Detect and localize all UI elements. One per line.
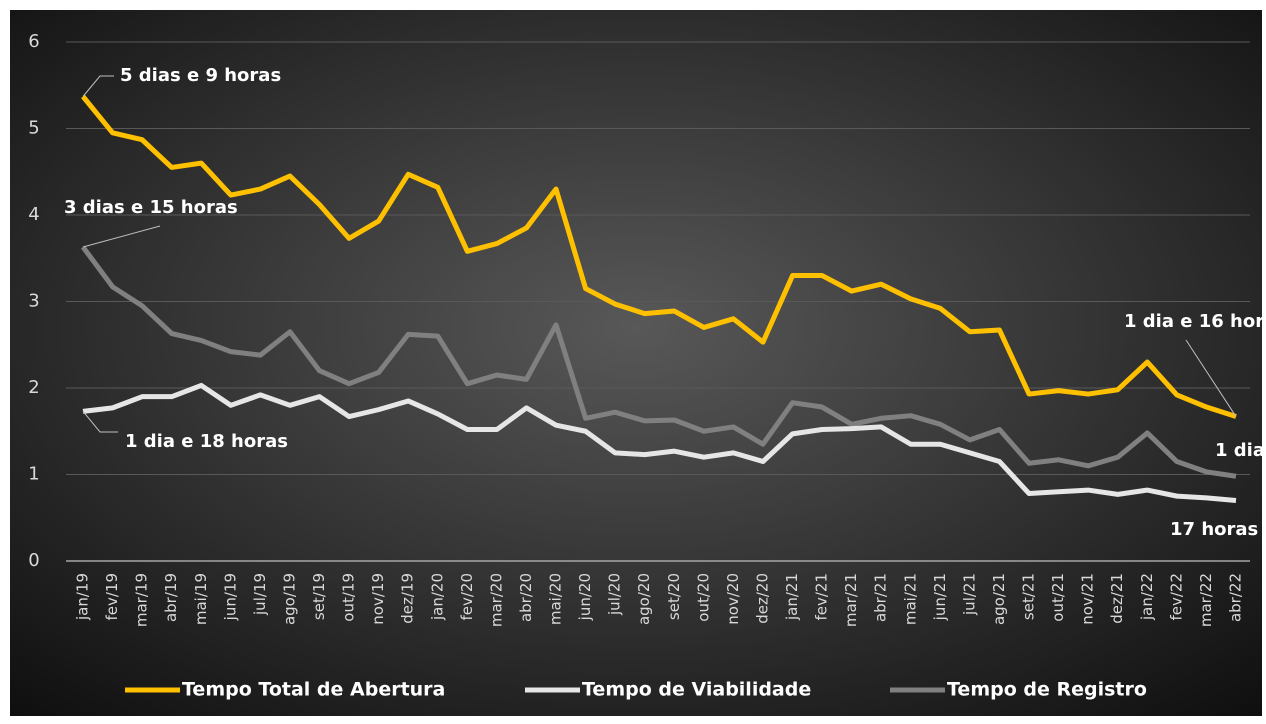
x-tick-label: fev/19 bbox=[103, 573, 121, 621]
x-tick-label: jul/19 bbox=[251, 573, 269, 616]
annotation: 1 dia e 16 horas bbox=[1124, 311, 1266, 332]
plot-background bbox=[10, 10, 1262, 716]
x-tick-label: abr/22 bbox=[1227, 573, 1245, 622]
annotation-leader bbox=[82, 75, 114, 97]
x-tick-label: mar/22 bbox=[1197, 573, 1215, 627]
y-tick-label: 6 bbox=[28, 31, 39, 52]
x-tick-label: dez/20 bbox=[753, 573, 771, 624]
x-tick-label: jan/22 bbox=[1138, 573, 1156, 621]
x-tick-label: ago/20 bbox=[635, 573, 653, 625]
annotation-leader bbox=[82, 225, 161, 248]
x-tick-label: abr/21 bbox=[872, 573, 890, 622]
x-tick-label: jun/19 bbox=[221, 573, 239, 621]
annotation-leader bbox=[1185, 339, 1237, 417]
x-tick-label: nov/20 bbox=[724, 573, 742, 625]
x-tick-label: jan/19 bbox=[74, 573, 92, 621]
x-tick-label: set/20 bbox=[665, 573, 683, 620]
x-tick-label: mai/21 bbox=[901, 573, 919, 625]
x-tick-label: fev/22 bbox=[1167, 573, 1185, 621]
x-tick-label: ago/19 bbox=[280, 573, 298, 625]
x-tick-label: abr/20 bbox=[517, 573, 535, 622]
series-line bbox=[81, 94, 1237, 419]
annotation: 1 dia bbox=[1215, 440, 1265, 461]
x-tick-label: jul/20 bbox=[606, 573, 624, 616]
series-line bbox=[80, 245, 1237, 479]
y-tick-label: 0 bbox=[28, 550, 39, 571]
x-tick-label: ago/21 bbox=[990, 573, 1008, 625]
x-tick-label: mar/21 bbox=[842, 573, 860, 627]
x-tick-label: mai/20 bbox=[547, 573, 565, 625]
x-tick-label: abr/19 bbox=[162, 573, 180, 622]
x-tick-label: mar/19 bbox=[133, 573, 151, 627]
x-tick-label: nov/19 bbox=[369, 573, 387, 625]
y-tick-label: 2 bbox=[28, 377, 39, 398]
x-tick-label: jun/21 bbox=[931, 573, 949, 621]
annotation: 5 dias e 9 horas bbox=[120, 65, 281, 86]
legend-label: Tempo de Viabilidade bbox=[582, 679, 811, 701]
x-tick-label: mai/19 bbox=[192, 573, 210, 625]
y-tick-label: 5 bbox=[28, 118, 39, 139]
x-tick-label: set/19 bbox=[310, 573, 328, 620]
x-tick-label: out/19 bbox=[340, 573, 358, 622]
x-tick-label: jun/20 bbox=[576, 573, 594, 621]
x-tick-label: mar/20 bbox=[487, 573, 505, 627]
x-tick-label: dez/21 bbox=[1108, 573, 1126, 624]
annotation: 3 dias e 15 horas bbox=[64, 197, 238, 218]
annotation-leader bbox=[82, 411, 118, 433]
annotation: 1 dia e 18 horas bbox=[125, 431, 288, 452]
x-tick-label: dez/19 bbox=[399, 573, 417, 624]
x-tick-label: fev/20 bbox=[458, 573, 476, 621]
y-tick-label: 1 bbox=[28, 464, 39, 485]
x-tick-label: jul/21 bbox=[960, 573, 978, 616]
y-tick-label: 4 bbox=[28, 204, 39, 225]
x-tick-label: fev/21 bbox=[813, 573, 831, 621]
legend-label: Tempo de Registro bbox=[947, 679, 1147, 701]
x-tick-label: out/20 bbox=[694, 573, 712, 622]
legend-label: Tempo Total de Abertura bbox=[182, 679, 445, 701]
x-tick-label: out/21 bbox=[1049, 573, 1067, 622]
x-tick-label: nov/21 bbox=[1079, 573, 1097, 625]
series-line bbox=[82, 382, 1237, 503]
annotation: 17 horas bbox=[1170, 519, 1258, 540]
y-tick-label: 3 bbox=[28, 291, 39, 312]
x-tick-label: jan/20 bbox=[428, 573, 446, 621]
x-tick-label: set/21 bbox=[1020, 573, 1038, 620]
x-tick-label: jan/21 bbox=[783, 573, 801, 621]
